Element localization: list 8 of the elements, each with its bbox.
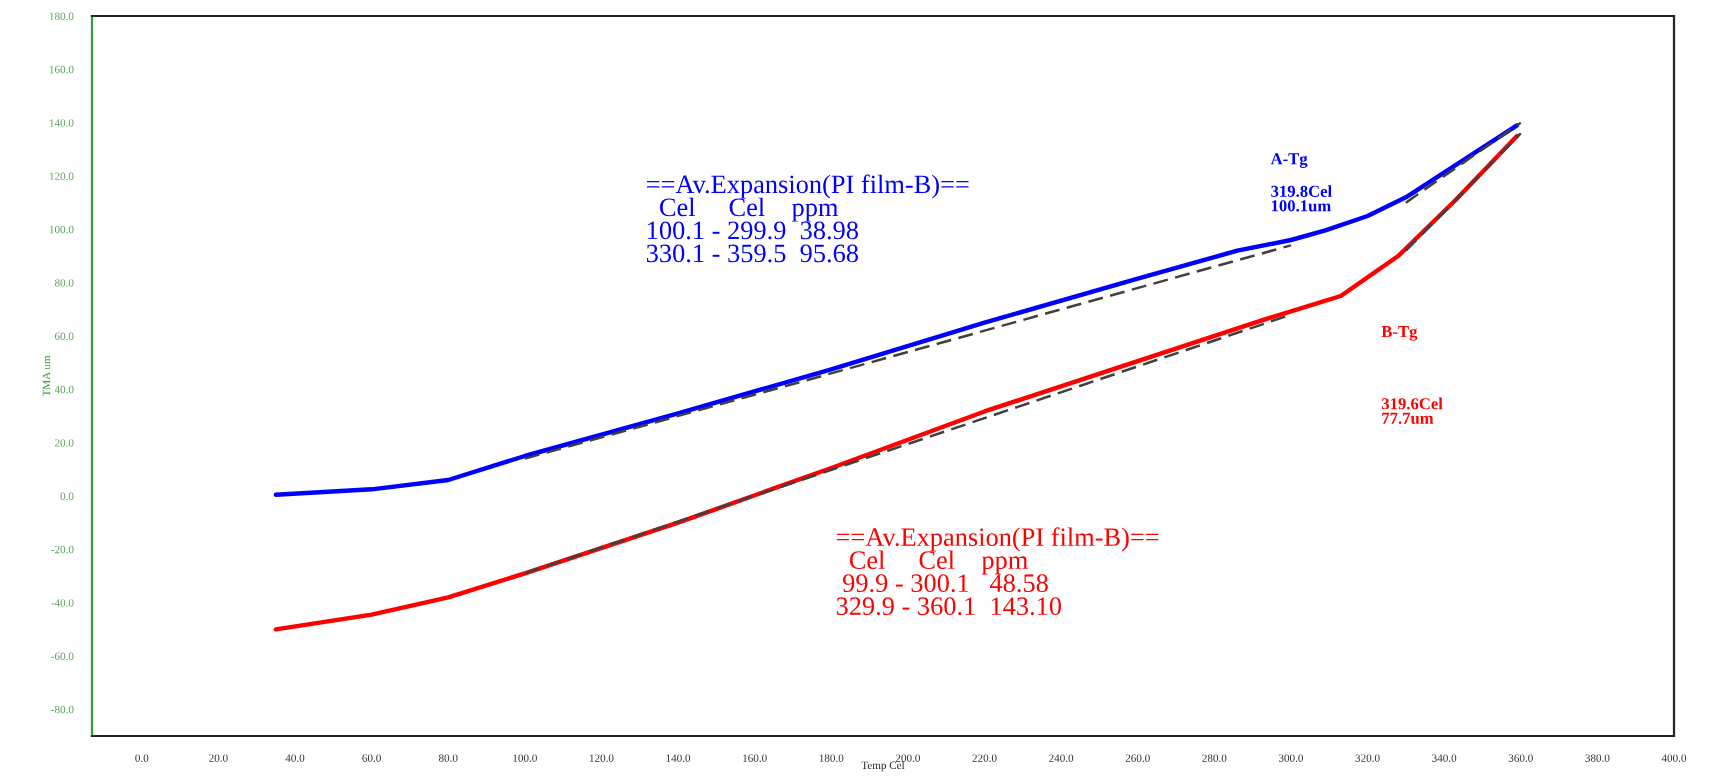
annotation: 319.8Cel 100.1um xyxy=(1271,185,1332,212)
annotation: B-Tg xyxy=(1381,326,1418,341)
line-series xyxy=(273,133,1520,632)
annotation: A-Tg xyxy=(1270,153,1308,168)
annotation: ==Av.Expansion(PI film-B)== Cel Cel ppm 100.1 - 299.9 38.98 330.1 - 359.5 95.68 xyxy=(646,174,969,263)
annotation: ==Av.Expansion(PI film-B)== Cel Cel ppm 99.9 - 300.1 48.58 329.9 - 360.1 143.10 xyxy=(836,527,1159,616)
annotation: 319.6Cel 77.7um xyxy=(1381,397,1443,424)
line-series xyxy=(273,123,1520,497)
